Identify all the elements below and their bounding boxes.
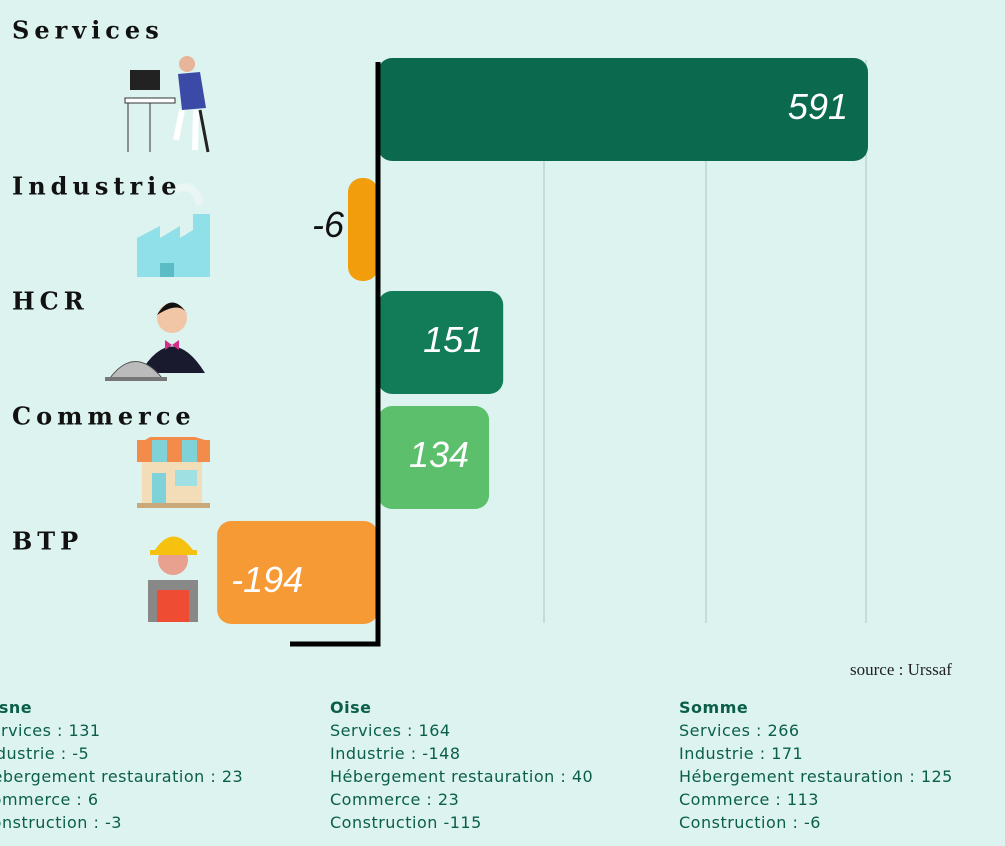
- bar: [348, 178, 378, 281]
- value-label: -194: [231, 559, 303, 600]
- region-line: Commerce : 6: [0, 788, 243, 811]
- icon-services: [125, 56, 208, 152]
- category-label: HCR: [12, 287, 89, 316]
- category-label: BTP: [12, 527, 83, 556]
- region-line: Commerce : 113: [679, 788, 953, 811]
- region-line: Services : 266: [679, 719, 953, 742]
- category-label: Industrie: [12, 172, 182, 201]
- category-label: Services: [12, 16, 164, 45]
- region-name: Oise: [330, 696, 593, 719]
- icon-industrie: [137, 187, 210, 277]
- value-label: -6: [312, 204, 345, 245]
- value-label: 151: [423, 319, 483, 360]
- region-line: Hébergement restauration : 23: [0, 765, 243, 788]
- region-name: Aisne: [0, 696, 243, 719]
- region-line: Commerce : 23: [330, 788, 593, 811]
- icon-commerce: [137, 437, 210, 508]
- region-column: AisneServices : 131Industrie : -5Héberge…: [0, 696, 243, 834]
- source: source : Urssaf: [850, 660, 952, 680]
- region-line: Construction -115: [330, 811, 593, 834]
- region-line: Industrie : -5: [0, 742, 243, 765]
- region-line: Hébergement restauration : 125: [679, 765, 953, 788]
- region-name: Somme: [679, 696, 953, 719]
- region-line: Services : 164: [330, 719, 593, 742]
- region-line: Hébergement restauration : 40: [330, 765, 593, 788]
- region-line: Construction : -6: [679, 811, 953, 834]
- bars: 591 -6 151 134 -194: [217, 58, 868, 624]
- region-line: Industrie : 171: [679, 742, 953, 765]
- region-line: Services : 131: [0, 719, 243, 742]
- page: 591 -6 151 134 -194: [0, 0, 1005, 846]
- icon-hcr: [105, 303, 205, 382]
- category-label: Commerce: [12, 402, 196, 431]
- value-label: 134: [409, 434, 469, 475]
- region-line: Construction : -3: [0, 811, 243, 834]
- region-line: Industrie : -148: [330, 742, 593, 765]
- icon-btp: [148, 537, 198, 623]
- icons: [105, 56, 210, 622]
- value-label: 591: [788, 86, 848, 127]
